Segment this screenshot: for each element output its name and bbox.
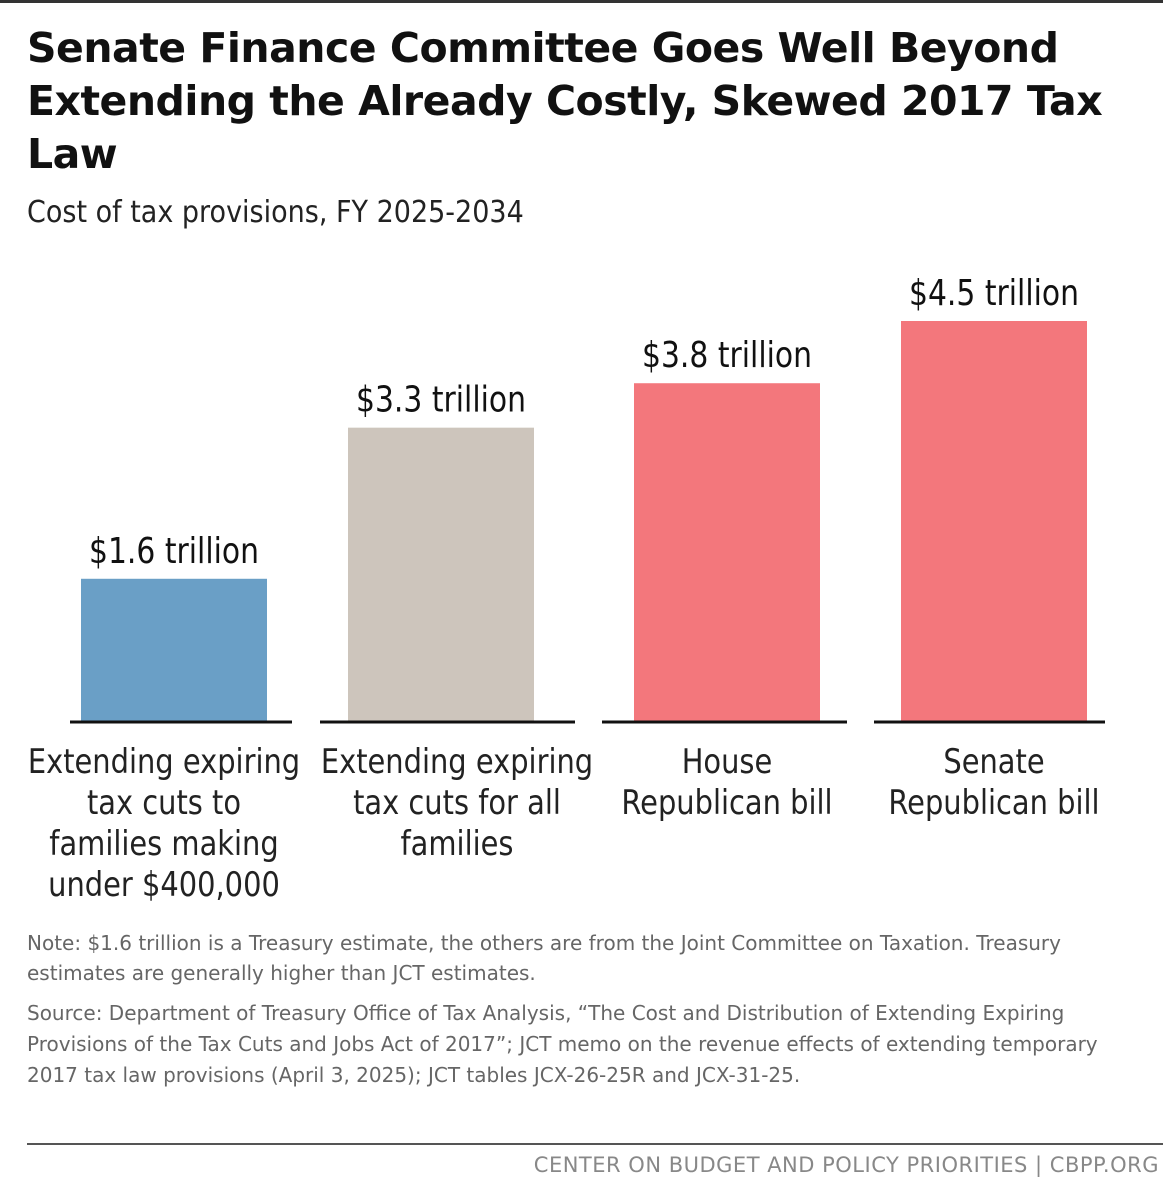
category-label-4: Senate Republican bill: [888, 742, 1099, 823]
bar-value-label-2: $3.3 trillion: [356, 380, 526, 421]
bar-value-label-1: $1.6 trillion: [89, 531, 259, 572]
category-label-4-line-1: Senate: [943, 742, 1044, 782]
chart-source: Source: Department of Treasury Office of…: [27, 998, 1147, 1091]
bar-4: [901, 321, 1087, 721]
category-label-2-line-3: families: [401, 824, 514, 864]
category-label-3: House Republican bill: [621, 742, 832, 823]
bar-value-label-3: $3.8 trillion: [642, 335, 812, 376]
bar-value-label-4: $4.5 trillion: [909, 273, 1079, 314]
category-label-3-line-2: Republican bill: [621, 783, 832, 823]
category-label-1: Extending expiring tax cuts to families ma…: [28, 742, 300, 905]
category-label-1-line-1: Extending expiring: [28, 742, 300, 782]
chart-title: Senate Finance Committee Goes Well Beyon…: [27, 22, 1147, 181]
bar-3: [634, 383, 820, 721]
bar-2: [348, 428, 534, 721]
category-label-2-line-2: tax cuts for all: [353, 783, 561, 823]
category-label-1-line-4: under $400,000: [48, 865, 280, 905]
category-label-2: Extending expiring tax cuts for all famili…: [321, 742, 593, 864]
category-label-2-line-1: Extending expiring: [321, 742, 593, 782]
chart-subtitle: Cost of tax provisions, FY 2025-2034: [27, 193, 524, 233]
top-rule: [0, 0, 1163, 3]
category-label-1-line-3: families making: [49, 824, 278, 864]
chart-note: Note: $1.6 trillion is a Treasury estima…: [27, 928, 1147, 988]
category-label-1-line-2: tax cuts to: [87, 783, 241, 823]
category-label-3-line-1: House: [682, 742, 773, 782]
category-label-4-line-2: Republican bill: [888, 783, 1099, 823]
bar-1: [81, 579, 267, 721]
footer-credit: CENTER ON BUDGET AND POLICY PRIORITIES |…: [534, 1150, 1159, 1180]
bottom-rule: [27, 1143, 1163, 1145]
